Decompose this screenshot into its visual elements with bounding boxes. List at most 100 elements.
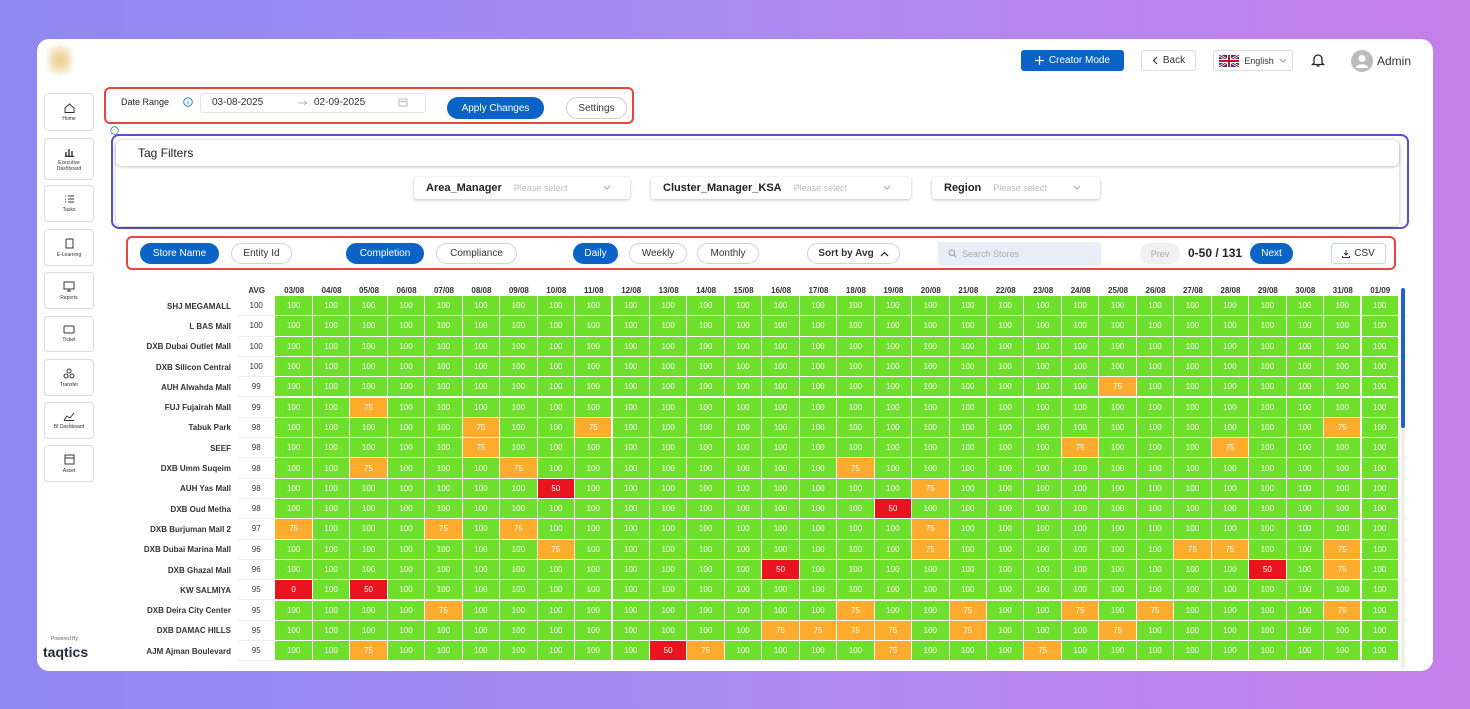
heat-cell: 100: [1324, 296, 1362, 317]
nav-item[interactable]: BI Dashboard: [44, 402, 94, 439]
nav-item[interactable]: Transfer: [44, 359, 94, 396]
heat-cell: 100: [1136, 316, 1175, 337]
heat-cell: 100: [949, 316, 987, 337]
heat-cell: 100: [987, 356, 1025, 378]
heat-cell: 100: [724, 438, 763, 459]
heat-cell: 100: [837, 559, 875, 581]
info-icon[interactable]: [183, 97, 193, 107]
nav-item[interactable]: Ticket: [44, 316, 94, 352]
heat-cell: 100: [1024, 620, 1062, 642]
language-select[interactable]: English: [1213, 50, 1293, 71]
heat-cell: 100: [1249, 377, 1287, 398]
heat-cell: 100: [1286, 296, 1325, 317]
nav-label: Asset: [62, 467, 76, 474]
heat-cell: 100: [1286, 600, 1325, 621]
date-picker[interactable]: [200, 93, 426, 113]
heat-cell: 100: [1211, 296, 1250, 317]
heat-cell: 100: [1099, 559, 1137, 581]
view-toggle[interactable]: Entity Id: [231, 243, 292, 264]
nav-item[interactable]: Tasks: [44, 185, 94, 222]
settings-button[interactable]: Settings: [566, 97, 627, 119]
nav-item[interactable]: Asset: [44, 445, 94, 482]
heat-cell: 100: [575, 458, 613, 479]
heat-cell: 100: [575, 600, 613, 621]
nav-item[interactable]: E-Learning: [44, 229, 94, 266]
filter-select[interactable]: Region Please select: [932, 177, 1100, 199]
end-date: 02-09-2025: [314, 97, 366, 108]
heat-cell: 100: [687, 580, 725, 601]
heat-cell: 100: [1249, 499, 1287, 520]
heat-cell: 100: [724, 296, 763, 317]
heat-cell: 100: [387, 580, 426, 601]
period-toggle[interactable]: Weekly: [629, 243, 687, 264]
calendar-icon: [398, 98, 408, 107]
metric-toggle[interactable]: Completion: [346, 243, 424, 264]
heat-cell: 100: [987, 377, 1025, 398]
chevron-down: [883, 185, 891, 190]
heat-cell: 100: [500, 377, 538, 398]
creator-mode-button[interactable]: Creator Mode: [1021, 50, 1124, 71]
heat-cell: 100: [350, 519, 388, 540]
heat-cell: 100: [949, 478, 987, 499]
prev-button[interactable]: Prev: [1140, 243, 1180, 264]
store-name: DXB Oud Metha: [170, 504, 231, 514]
nav-item[interactable]: Reports: [44, 272, 94, 309]
heat-cell: 100: [575, 296, 613, 317]
heat-cell: 100: [612, 641, 650, 662]
scroll-thumb[interactable]: [1401, 288, 1405, 428]
next-button[interactable]: Next: [1250, 243, 1293, 264]
powered-by: Powered By: [51, 636, 78, 642]
bell-icon[interactable]: [1311, 52, 1325, 68]
heat-cell: 75: [687, 641, 725, 662]
heat-cell: 100: [1249, 600, 1287, 621]
heat-cell: 100: [1136, 559, 1175, 581]
heat-cell: 100: [1174, 620, 1212, 642]
filter-select[interactable]: Area_Manager Please select: [414, 177, 630, 199]
heat-cell: 100: [612, 539, 650, 560]
heat-cell: 100: [350, 417, 388, 439]
heat-cell: 50: [1249, 559, 1287, 581]
heat-cell: 100: [724, 620, 763, 642]
heat-cell: 100: [387, 336, 426, 357]
view-toggle[interactable]: Store Name: [140, 243, 219, 264]
heat-cell: 100: [1174, 336, 1212, 357]
heat-cell: 100: [425, 417, 463, 439]
heat-cell: 100: [762, 519, 800, 540]
heat-cell: 100: [1249, 417, 1287, 439]
heat-cell: 100: [687, 499, 725, 520]
column-header: 15/08: [733, 286, 754, 295]
search-box[interactable]: Search Stores: [938, 242, 1101, 265]
heat-cell: 100: [275, 559, 313, 581]
csv-button[interactable]: CSV: [1331, 243, 1386, 264]
heat-cell: 100: [649, 499, 688, 520]
heat-cell: 100: [425, 641, 463, 662]
avatar[interactable]: [1351, 50, 1373, 72]
heat-cell: 100: [387, 478, 426, 499]
heat-cell: 100: [575, 397, 613, 418]
heat-cell: 100: [350, 336, 388, 357]
heat-cell: 100: [987, 641, 1025, 662]
heat-cell: 100: [724, 458, 763, 479]
heat-cell: 100: [1286, 438, 1325, 459]
period-toggle[interactable]: Daily: [573, 243, 618, 264]
heat-cell: 100: [1024, 397, 1062, 418]
heat-cell: 100: [837, 296, 875, 317]
heat-cell: 100: [500, 600, 538, 621]
heat-cell: 100: [1286, 641, 1325, 662]
back-button[interactable]: Back: [1141, 50, 1196, 71]
uk-flag: [1219, 54, 1240, 67]
heat-cell: 100: [799, 600, 838, 621]
heat-cell: 100: [1249, 539, 1287, 560]
heat-cell: 100: [1286, 397, 1325, 418]
heat-cell: 100: [724, 478, 763, 499]
metric-toggle[interactable]: Compliance: [436, 243, 517, 264]
sort-button[interactable]: Sort by Avg: [807, 243, 900, 264]
heat-cell: 100: [387, 641, 426, 662]
apply-button[interactable]: Apply Changes: [447, 97, 544, 119]
nav-item[interactable]: Home: [44, 93, 94, 131]
filter-select[interactable]: Cluster_Manager_KSA Please select: [651, 177, 911, 199]
nav-item[interactable]: Executive Dashboard: [44, 138, 94, 180]
heat-cell: 100: [387, 458, 426, 479]
heat-cell: 75: [949, 600, 987, 621]
period-toggle[interactable]: Monthly: [697, 243, 759, 264]
